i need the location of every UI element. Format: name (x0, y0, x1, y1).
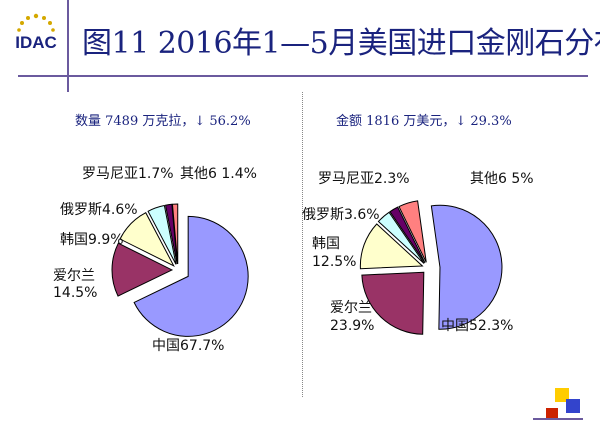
pie-slice-korea (359, 223, 424, 270)
page-title: 图11 2016年1—5月美国进口金刚石分布 (82, 26, 600, 61)
pie-slice-china (133, 215, 249, 337)
logo-text: IDAC (15, 33, 57, 52)
label-china-left: 中国67.7% (152, 338, 224, 354)
pie-slice-russia (377, 211, 425, 264)
pie-slice-korea (119, 212, 175, 267)
idac-logo: IDAC (15, 13, 57, 52)
label-russia-left: 俄罗斯4.6% (60, 202, 138, 218)
pie-chart-quantity (111, 203, 249, 337)
label-korea-pct-right: 12.5% (312, 254, 356, 270)
deco-square-blue (566, 399, 580, 413)
pie-slice-ireland (361, 271, 425, 335)
label-romania-left: 罗马尼亚1.7% (82, 166, 174, 182)
pie-chart-value (359, 200, 503, 335)
deco-square-red (546, 408, 558, 420)
pie-slice-china (430, 204, 503, 330)
pie-slice-other (398, 200, 427, 263)
label-korea-right: 韩国 (312, 236, 340, 252)
header-horizontal-rule (18, 75, 588, 77)
deco-square-yellow (555, 388, 569, 402)
deco-rule (533, 418, 583, 420)
chart-divider (302, 92, 303, 397)
pie-slice-other (171, 203, 179, 265)
pie-slice-russia (147, 204, 177, 265)
header-vertical-rule (67, 0, 69, 92)
label-korea-left: 韩国9.9% (60, 232, 124, 248)
pie-slice-romania (389, 206, 426, 264)
left-chart-title: 数量 7489 万克拉，↓ 56.2% (75, 114, 251, 129)
right-chart-title: 金额 1816 万美元，↓ 29.3% (336, 114, 512, 129)
label-ireland-pct-left: 14.5% (53, 285, 97, 301)
label-ireland-right: 爱尔兰 (330, 300, 372, 316)
label-russia-right: 俄罗斯3.6% (302, 207, 380, 223)
label-romania-right: 罗马尼亚2.3% (318, 171, 410, 187)
label-other-right: 其他6 5% (470, 171, 534, 187)
label-ireland-left: 爱尔兰 (53, 268, 95, 284)
pie-slice-ireland (111, 242, 174, 297)
label-china-right: 中国52.3% (441, 318, 513, 334)
label-ireland-pct-right: 23.9% (330, 318, 374, 334)
pie-slice-romania (164, 203, 178, 265)
label-other-left: 其他6 1.4% (180, 166, 257, 182)
